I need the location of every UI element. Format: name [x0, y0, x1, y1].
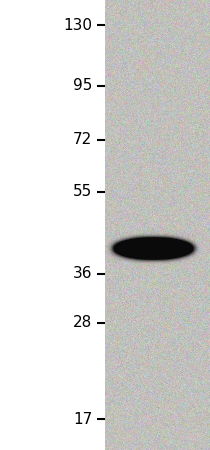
Text: 72: 72	[73, 132, 92, 147]
Bar	[0, 0, 105, 450]
Text: 95: 95	[73, 78, 92, 94]
Text: 28: 28	[73, 315, 92, 330]
Text: 130: 130	[63, 18, 92, 32]
Text: 36: 36	[73, 266, 92, 281]
Text: 55: 55	[73, 184, 92, 199]
Text: 17: 17	[73, 412, 92, 427]
